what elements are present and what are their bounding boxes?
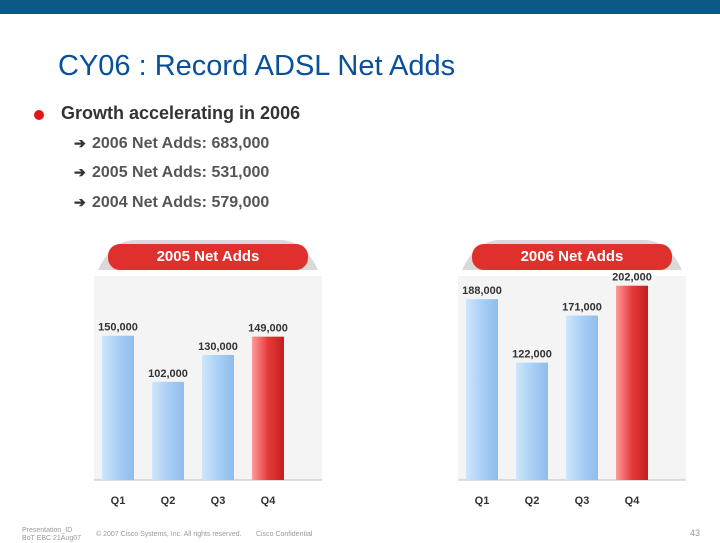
chart-title-pill	[108, 244, 308, 270]
tick-label: Q3	[211, 495, 226, 507]
data-label: 171,000	[562, 302, 602, 314]
tick-label: Q2	[161, 495, 176, 507]
chart-2005-net-adds: 150,000 Q1 102,000 Q2 130,000 Q3 149,000 Q4 200…	[88, 236, 328, 516]
chart-title-pill	[472, 244, 672, 270]
footer-copyright: © 2007 Cisco Systems, Inc. All rights re…	[96, 531, 242, 538]
footer-presentation-id: Presentation_ID BoT EBC 21Aug07	[22, 527, 81, 543]
data-label: 188,000	[462, 285, 502, 297]
sub-bullet-2006: ➔ 2006 Net Adds: 683,000	[74, 135, 269, 153]
bar-q2	[152, 381, 184, 480]
tick-label: Q1	[475, 495, 490, 507]
chart-svg: 188,000 Q1 122,000 Q2 171,000 Q3 202,000 Q4	[458, 240, 686, 507]
tick-label: Q4	[625, 495, 641, 507]
sub-bullet-2004: ➔ 2004 Net Adds: 579,000	[74, 194, 269, 212]
bar-q4	[252, 336, 284, 480]
arrow-right-icon: ➔	[74, 194, 86, 210]
slide-title: CY06 : Record ADSL Net Adds	[58, 50, 456, 82]
chart-title: 2006 Net Adds	[520, 248, 624, 265]
data-label: 202,000	[612, 272, 652, 284]
data-label: 149,000	[248, 323, 288, 335]
tick-label: Q3	[575, 495, 590, 507]
tick-label: Q4	[261, 495, 277, 507]
bullet-dot	[34, 110, 44, 120]
footer-confidential: Cisco Confidential	[256, 531, 313, 538]
data-label: 122,000	[512, 349, 552, 361]
page-number: 43	[690, 528, 701, 538]
bar-q2	[516, 362, 548, 480]
bar-q4	[616, 285, 648, 480]
bar-q1	[466, 299, 498, 480]
sub-bullet-text: 2006 Net Adds: 683,000	[92, 135, 270, 152]
bar-q3	[202, 354, 234, 480]
top-bar	[0, 0, 720, 14]
bar-q1	[102, 335, 134, 480]
sub-bullet-text: 2004 Net Adds: 579,000	[92, 194, 270, 211]
main-bullet: Growth accelerating in 2006	[61, 103, 301, 123]
arrow-right-icon: ➔	[74, 164, 86, 180]
bar-q3	[566, 315, 598, 480]
chart-title: 2005 Net Adds	[156, 248, 260, 265]
data-label: 150,000	[98, 322, 138, 334]
arrow-right-icon: ➔	[74, 135, 86, 151]
chart-svg: 150,000 Q1 102,000 Q2 130,000 Q3 149,000 Q4	[94, 240, 322, 507]
tick-label: Q2	[525, 495, 540, 507]
footer-line: BoT EBC 21Aug07	[22, 535, 82, 542]
tick-label: Q1	[111, 495, 126, 507]
sub-bullet-2005: ➔ 2005 Net Adds: 531,000	[74, 164, 269, 182]
sub-bullet-text: 2005 Net Adds: 531,000	[92, 164, 270, 181]
data-label: 102,000	[148, 368, 188, 380]
footer-line: Presentation_ID	[22, 527, 73, 534]
chart-2006-net-adds: 188,000 Q1 122,000 Q2 171,000 Q3 202,000 Q4 200…	[452, 236, 692, 516]
data-label: 130,000	[198, 341, 238, 353]
